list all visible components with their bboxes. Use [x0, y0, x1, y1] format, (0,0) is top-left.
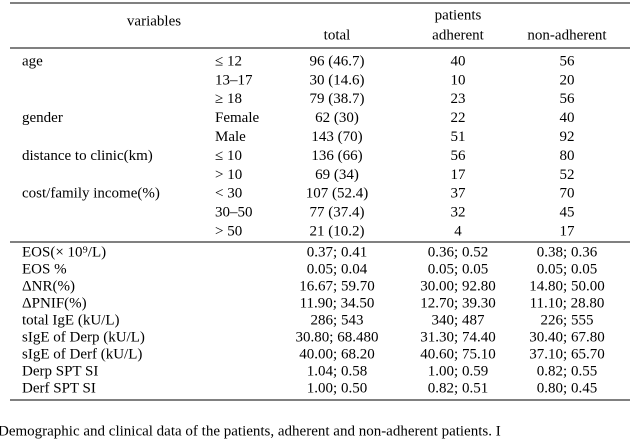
total-cell: 11.90; 34.50 [300, 295, 375, 311]
header-non-adherent: non-adherent [527, 27, 607, 43]
total-cell: 69 (34) [315, 167, 359, 183]
total-cell: 16.67; 59.70 [299, 278, 374, 294]
non-adherent-cell: 56 [560, 91, 576, 107]
non-adherent-cell: 30.40; 67.80 [529, 329, 604, 345]
header-adherent: adherent [432, 27, 484, 43]
adherent-cell: 23 [451, 91, 466, 107]
non-adherent-cell: 52 [560, 167, 575, 183]
level: ≤ 10 [215, 148, 242, 164]
variable: sIgE of Derp (kU/L) [22, 329, 145, 345]
variable: distance to clinic(km) [22, 148, 153, 164]
variable: EOS(× 10⁹/L) [22, 244, 106, 260]
total-cell: 136 (66) [311, 148, 362, 164]
adherent-cell: 1.00; 0.59 [428, 363, 488, 379]
level: 13–17 [215, 72, 253, 88]
level: Male [215, 129, 246, 145]
non-adherent-cell: 11.10; 28.80 [530, 295, 605, 311]
adherent-cell: 0.36; 0.52 [428, 244, 488, 260]
non-adherent-cell: 92 [560, 129, 575, 145]
level: < 30 [215, 186, 242, 202]
non-adherent-cell: 45 [560, 205, 575, 221]
level: 30–50 [215, 205, 253, 221]
adherent-cell: 4 [454, 224, 462, 240]
non-adherent-cell: 40 [560, 110, 575, 126]
total-cell: 96 (46.7) [310, 53, 365, 69]
total-cell: 107 (52.4) [306, 186, 369, 202]
adherent-cell: 51 [451, 129, 466, 145]
header-group: patients [435, 7, 482, 23]
variable: age [22, 53, 43, 69]
variable: EOS % [22, 261, 67, 277]
adherent-cell: 31.30; 74.40 [420, 329, 495, 345]
total-cell: 30 (14.6) [310, 72, 365, 88]
variable: Derf SPT SI [22, 380, 96, 396]
adherent-cell: 40 [451, 53, 466, 69]
non-adherent-cell: 0.05; 0.05 [537, 261, 597, 277]
variable: ΔNR(%) [22, 278, 75, 294]
level: > 10 [215, 167, 242, 183]
non-adherent-cell: 17 [560, 224, 576, 240]
total-cell: 77 (37.4) [310, 205, 365, 221]
total-cell: 0.37; 0.41 [307, 244, 367, 260]
header-total: total [324, 27, 351, 43]
total-cell: 40.00; 68.20 [299, 346, 374, 362]
adherent-cell: 40.60; 75.10 [420, 346, 495, 362]
adherent-cell: 17 [451, 167, 467, 183]
level: > 50 [215, 224, 242, 240]
total-cell: 0.05; 0.04 [307, 261, 368, 277]
total-cell: 286; 543 [311, 312, 364, 328]
non-adherent-cell: 20 [560, 72, 575, 88]
total-cell: 1.00; 0.50 [307, 380, 367, 396]
variable: gender [22, 110, 63, 126]
adherent-cell: 340; 487 [432, 312, 485, 328]
level: ≤ 12 [215, 53, 242, 69]
adherent-cell: 30.00; 92.80 [420, 278, 495, 294]
adherent-cell: 32 [451, 205, 466, 221]
adherent-cell: 37 [451, 186, 467, 202]
variable: ΔPNIF(%) [22, 295, 87, 311]
variable: cost/family income(%) [22, 186, 160, 202]
variable: total IgE (kU/L) [22, 312, 119, 328]
total-cell: 143 (70) [311, 129, 362, 145]
variable: Derp SPT SI [22, 363, 98, 379]
non-adherent-cell: 14.80; 50.00 [529, 278, 604, 294]
non-adherent-cell: 37.10; 65.70 [529, 346, 604, 362]
variable: sIgE of Derf (kU/L) [22, 346, 142, 362]
non-adherent-cell: 0.82; 0.55 [537, 363, 597, 379]
non-adherent-cell: 226; 555 [541, 312, 594, 328]
adherent-cell: 12.70; 39.30 [420, 295, 495, 311]
non-adherent-cell: 80 [560, 148, 575, 164]
non-adherent-cell: 0.80; 0.45 [537, 380, 597, 396]
non-adherent-cell: 70 [560, 186, 575, 202]
adherent-cell: 22 [451, 110, 466, 126]
adherent-cell: 0.05; 0.05 [428, 261, 488, 277]
non-adherent-cell: 56 [560, 53, 576, 69]
total-cell: 62 (30) [315, 110, 359, 126]
non-adherent-cell: 0.38; 0.36 [537, 244, 598, 260]
level: Female [215, 110, 259, 126]
adherent-cell: 0.82; 0.51 [428, 380, 488, 396]
adherent-cell: 10 [451, 72, 466, 88]
caption: Demographic and clinical data of the pat… [0, 423, 501, 439]
total-cell: 21 (10.2) [310, 224, 365, 240]
total-cell: 1.04; 0.58 [307, 363, 367, 379]
header-variables: variables [127, 13, 181, 29]
total-cell: 79 (38.7) [310, 91, 365, 107]
level: ≥ 18 [215, 91, 242, 107]
total-cell: 30.80; 68.480 [296, 329, 379, 345]
adherent-cell: 56 [451, 148, 467, 164]
